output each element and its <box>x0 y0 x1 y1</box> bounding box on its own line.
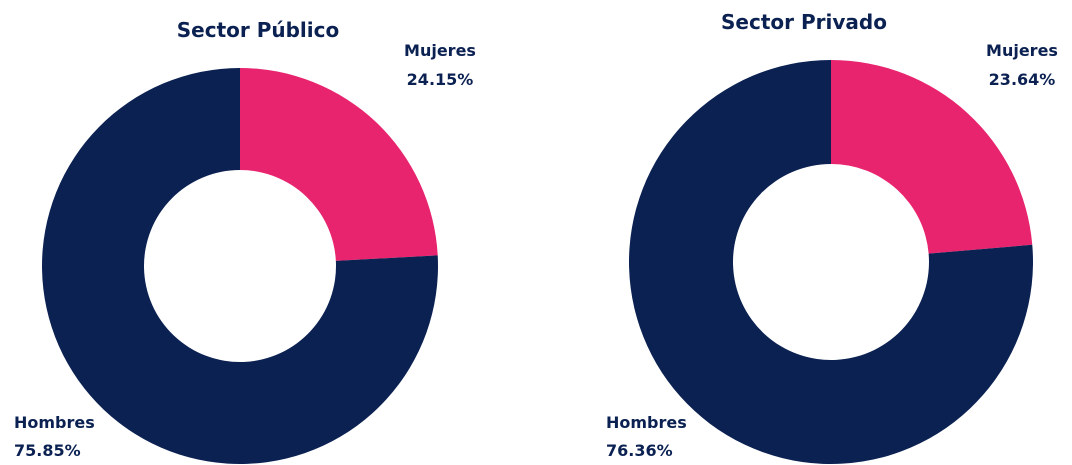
slice-label-hombres: Hombres <box>606 413 687 432</box>
chart-title: Sector Público <box>177 18 339 42</box>
slice-value-mujeres: 24.15% <box>407 70 474 89</box>
chart-title: Sector Privado <box>721 10 887 34</box>
slice-label-mujeres: Mujeres <box>986 41 1058 60</box>
donut-slices <box>628 60 1033 464</box>
chart-sector-publico: Sector Público Mujeres 24.15% Hombres 75… <box>14 18 476 464</box>
slice-value-hombres: 75.85% <box>14 441 81 460</box>
donut-slice-mujeres <box>240 68 438 261</box>
donut-slice-mujeres <box>831 60 1033 254</box>
slice-value-mujeres: 23.64% <box>989 70 1056 89</box>
donut-slice-hombres <box>628 60 1033 464</box>
slice-label-hombres: Hombres <box>14 413 95 432</box>
slice-value-hombres: 76.36% <box>606 441 673 460</box>
donut-slices <box>41 68 438 464</box>
donut-slice-hombres <box>41 68 438 464</box>
chart-sector-privado: Sector Privado Mujeres 23.64% Hombres 76… <box>606 10 1058 464</box>
slice-label-mujeres: Mujeres <box>404 41 476 60</box>
